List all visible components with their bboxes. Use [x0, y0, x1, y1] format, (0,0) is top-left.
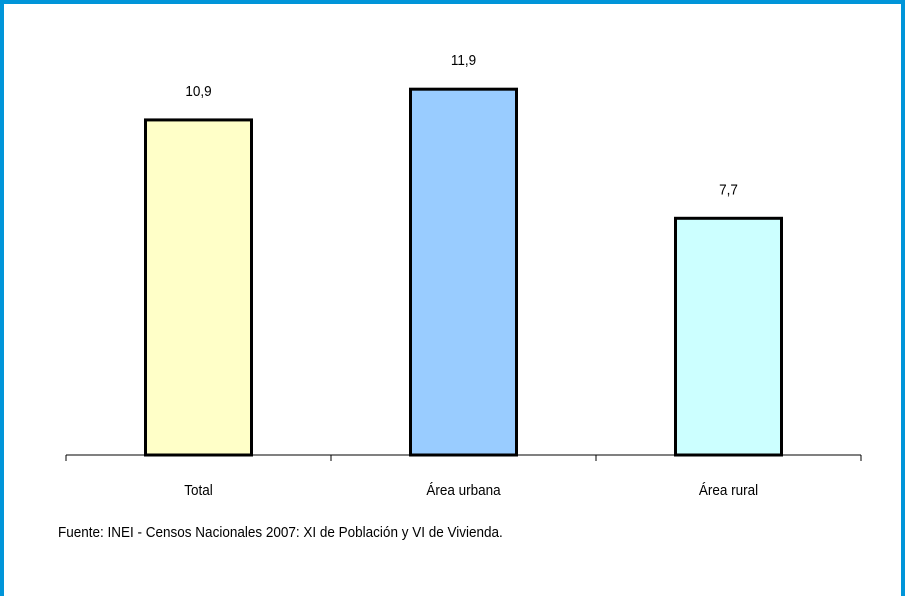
- frame-left-border: [0, 0, 4, 596]
- x-tick-label: Área rural: [699, 481, 758, 499]
- bar-2: [674, 216, 783, 457]
- bar-value-label: 7,7: [719, 182, 738, 199]
- bar-value-label: 10,9: [185, 83, 211, 100]
- source-note: Fuente: INEI - Censos Nacionales 2007: X…: [58, 524, 503, 541]
- bar-0: [144, 118, 253, 457]
- x-tick-label: Total: [184, 482, 212, 499]
- frame-top-border: [0, 0, 905, 4]
- bar-1: [409, 87, 518, 457]
- frame-right-border: [901, 0, 905, 596]
- x-tick-label: Área urbana: [426, 481, 500, 499]
- bar-value-label: 11,9: [451, 53, 476, 70]
